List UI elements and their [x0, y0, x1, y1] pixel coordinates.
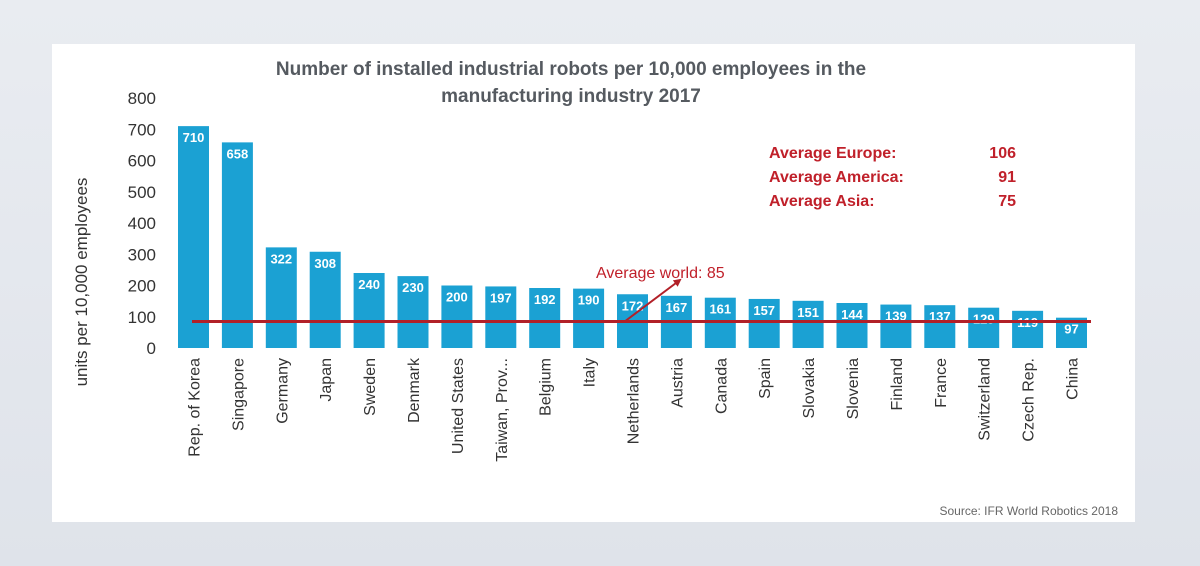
bar: [748, 298, 780, 348]
data-label: 129: [973, 312, 995, 327]
x-tick-label: Austria: [669, 358, 686, 408]
bar: [221, 142, 253, 348]
data-label: 192: [534, 292, 556, 307]
data-label: 151: [797, 305, 819, 320]
bar: [792, 300, 824, 348]
x-tick-label: Germany: [274, 358, 291, 424]
bar: [1012, 310, 1044, 348]
y-tick-label: 0: [147, 339, 156, 358]
data-label: 97: [1064, 322, 1078, 337]
bar: [924, 305, 956, 348]
bar: [573, 288, 605, 348]
bar: [880, 304, 912, 348]
average-world-label: Average world: 85: [596, 265, 725, 282]
average-label: Average Europe:: [769, 145, 896, 162]
x-tick-label: Slovakia: [801, 358, 818, 419]
average-value: 91: [998, 169, 1016, 186]
y-tick-label: 100: [128, 308, 156, 327]
y-tick-label: 300: [128, 245, 156, 264]
x-tick-label: United States: [450, 358, 467, 454]
chart-title-line-1: Number of installed industrial robots pe…: [276, 59, 866, 80]
bar: [485, 286, 517, 348]
bar: [265, 247, 297, 348]
data-label: 190: [578, 293, 600, 308]
average-label: Average Asia:: [769, 193, 875, 210]
bar: [309, 251, 341, 348]
source-note: Source: IFR World Robotics 2018: [939, 504, 1118, 518]
x-axis-ticks: Rep. of Korea Singapore Germany Japan Sweden…: [187, 357, 1082, 462]
x-tick-label: Italy: [582, 358, 599, 387]
averages-box: Average Europe: 106 Average America: 91 Aver…: [769, 145, 1016, 210]
y-tick-label: 600: [128, 152, 156, 171]
average-label: Average America:: [769, 169, 904, 186]
data-label: 710: [183, 130, 205, 145]
x-tick-label: China: [1065, 358, 1082, 400]
y-tick-label: 800: [128, 89, 156, 108]
x-tick-label: Canada: [713, 358, 730, 414]
data-label: 157: [753, 303, 775, 318]
y-tick-label: 200: [128, 277, 156, 296]
x-tick-label: Netherlands: [626, 358, 643, 444]
data-label: 322: [270, 251, 292, 266]
bar: [178, 126, 209, 348]
x-tick-label: Japan: [318, 358, 335, 402]
chart-panel: Number of installed industrial robots pe…: [52, 44, 1135, 522]
y-axis-ticks: 0 100 200 300 400 500 600 700 800: [128, 89, 156, 358]
x-tick-label: Slovenia: [845, 358, 862, 419]
bar: [441, 285, 473, 348]
bar: [968, 307, 1000, 348]
data-label: 230: [402, 280, 424, 295]
x-tick-label: Sweden: [362, 358, 379, 416]
reference-line-group: Average world: 85: [192, 265, 1091, 323]
data-label: 167: [666, 300, 688, 315]
x-tick-label: Denmark: [406, 357, 423, 423]
x-tick-label: Finland: [889, 358, 906, 410]
data-label: 658: [227, 146, 249, 161]
bar-chart: Number of installed industrial robots pe…: [72, 59, 1118, 518]
data-label: 200: [446, 290, 468, 305]
data-label: 161: [709, 302, 731, 317]
y-tick-label: 400: [128, 214, 156, 233]
x-tick-label: Switzerland: [977, 358, 994, 441]
x-tick-label: Belgium: [538, 358, 555, 416]
x-tick-label: Singapore: [230, 358, 247, 431]
average-value: 106: [989, 145, 1016, 162]
data-label: 197: [490, 290, 512, 305]
y-tick-label: 500: [128, 183, 156, 202]
bar: [397, 276, 429, 348]
bar: [836, 303, 868, 348]
y-tick-label: 700: [128, 120, 156, 139]
x-tick-label: Taiwan, Prov...: [494, 358, 511, 462]
bar: [529, 288, 561, 348]
average-world-arrow: [623, 278, 682, 323]
bar: [353, 273, 385, 348]
data-label: 139: [885, 309, 907, 324]
average-value: 75: [998, 193, 1016, 210]
x-tick-label: France: [933, 358, 950, 408]
x-tick-label: Rep. of Korea: [187, 358, 204, 457]
x-tick-label: Spain: [757, 358, 774, 399]
data-label: 308: [314, 256, 336, 271]
data-label: 240: [358, 277, 380, 292]
data-label: 172: [622, 298, 644, 313]
chart-title-line-2: manufacturing industry 2017: [441, 86, 701, 107]
x-tick-label: Czech Rep.: [1021, 358, 1038, 442]
y-axis-label: units per 10,000 employees: [72, 178, 91, 387]
data-label: 144: [841, 307, 863, 322]
